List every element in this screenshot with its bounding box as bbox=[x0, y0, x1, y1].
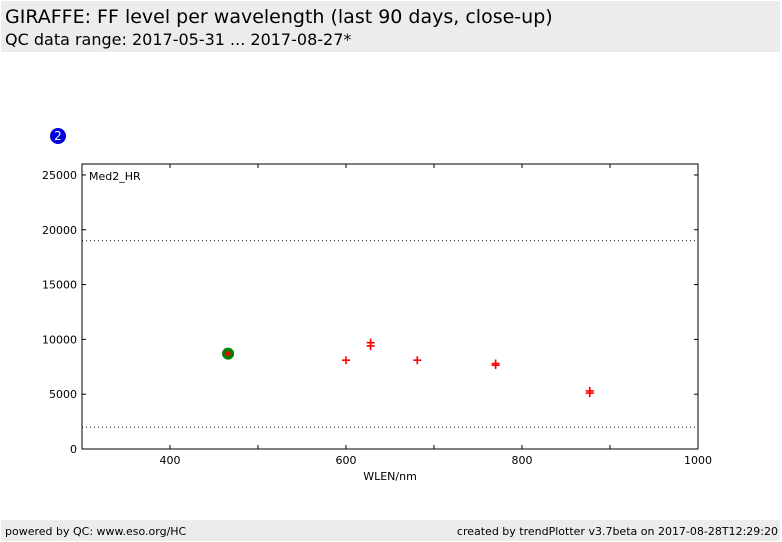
highlight-point-center bbox=[225, 351, 231, 357]
footer-powered-by: powered by QC: www.eso.org/HC bbox=[5, 525, 187, 538]
y-tick-label: 15000 bbox=[42, 279, 77, 292]
x-axis-label: WLEN/nm bbox=[363, 470, 417, 483]
dataset-badge[interactable]: 2 bbox=[50, 128, 66, 144]
x-tick-label: 800 bbox=[512, 454, 533, 467]
page-title: GIRAFFE: FF level per wavelength (last 9… bbox=[5, 6, 553, 28]
data-points bbox=[222, 338, 594, 398]
x-tick-label: 400 bbox=[160, 454, 181, 467]
threshold-lines bbox=[82, 240, 698, 428]
data-point-marker bbox=[366, 341, 375, 350]
data-point-marker bbox=[413, 356, 422, 365]
data-point-marker bbox=[585, 389, 594, 398]
y-tick-label: 20000 bbox=[42, 224, 77, 237]
plot-frame bbox=[81, 163, 699, 450]
x-tick-label: 1000 bbox=[684, 454, 712, 467]
header-bar: GIRAFFE: FF level per wavelength (last 9… bbox=[1, 1, 780, 52]
y-tick-label: 10000 bbox=[42, 333, 77, 346]
x-tick-label: 600 bbox=[336, 454, 357, 467]
y-tick-label: 5000 bbox=[49, 388, 77, 401]
y-tick-label: 25000 bbox=[42, 169, 77, 182]
y-tick-label: 0 bbox=[70, 443, 77, 456]
footer-bar: powered by QC: www.eso.org/HC created by… bbox=[1, 520, 780, 541]
dataset-badge-circle[interactable] bbox=[50, 128, 66, 144]
data-point-marker bbox=[342, 356, 350, 365]
dataset-badge-label[interactable]: 2 bbox=[54, 129, 62, 143]
page-subtitle: QC data range: 2017-05-31 ... 2017-08-27… bbox=[5, 30, 352, 49]
data-point-marker bbox=[491, 361, 500, 370]
series-label: Med2_HR bbox=[89, 170, 141, 183]
footer-created-by: created by trendPlotter v3.7beta on 2017… bbox=[456, 525, 778, 538]
